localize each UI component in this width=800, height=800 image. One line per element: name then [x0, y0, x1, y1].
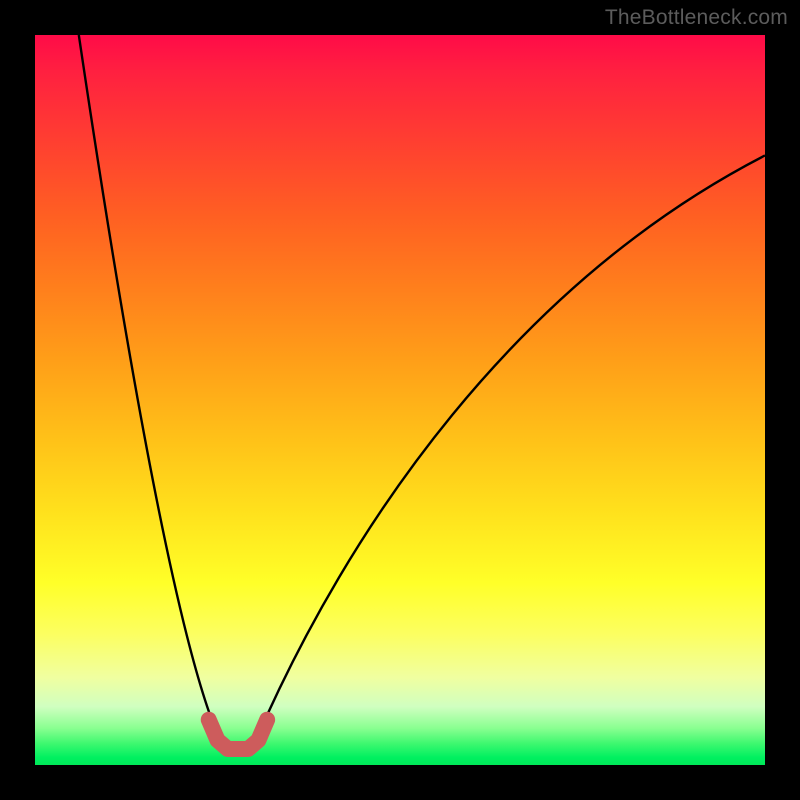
plot-area	[35, 35, 765, 765]
bottleneck-curve	[79, 35, 765, 745]
bottleneck-valley-marker	[209, 720, 267, 749]
watermark-text: TheBottleneck.com	[605, 6, 788, 30]
chart-frame: TheBottleneck.com	[0, 0, 800, 800]
curve-overlay	[35, 35, 765, 765]
